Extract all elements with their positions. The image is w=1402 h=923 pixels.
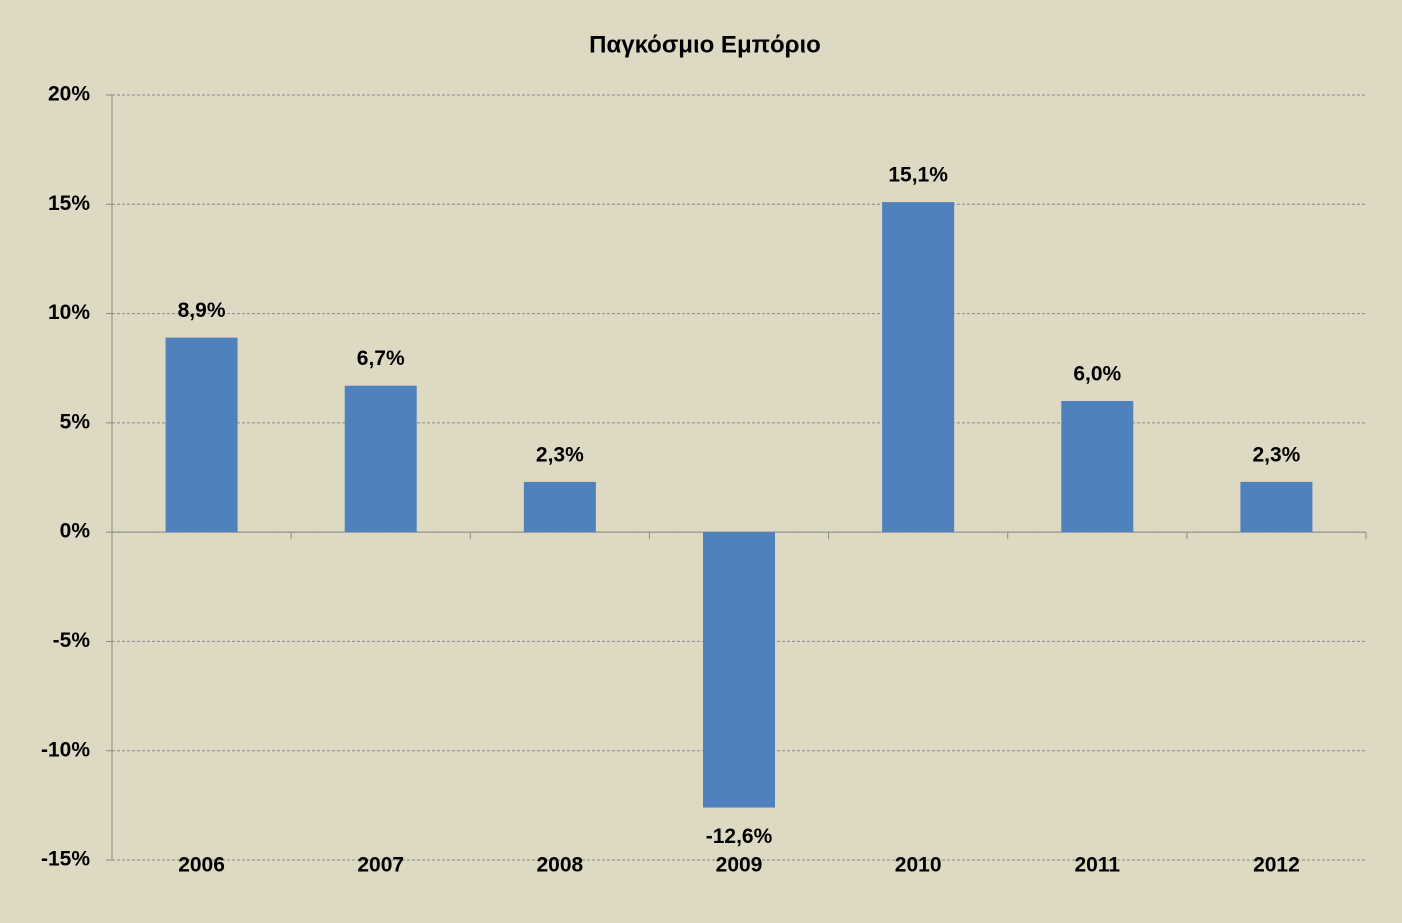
- y-tick-label: -5%: [53, 629, 91, 652]
- x-tick-label: 2009: [716, 854, 763, 877]
- bar: [1240, 481, 1313, 533]
- data-label: 6,7%: [357, 347, 405, 370]
- y-tick-label: 5%: [60, 410, 91, 433]
- bar: [1061, 401, 1134, 533]
- y-tick-label: -15%: [41, 848, 90, 871]
- data-label: 8,9%: [178, 299, 226, 322]
- x-tick-label: 2007: [357, 854, 404, 877]
- y-tick-label: 10%: [48, 301, 90, 324]
- data-label: 2,3%: [536, 443, 584, 466]
- x-tick-label: 2012: [1253, 854, 1300, 877]
- data-label: 15,1%: [888, 164, 948, 187]
- data-label: 2,3%: [1252, 443, 1300, 466]
- y-tick-label: -10%: [41, 738, 90, 761]
- x-tick-label: 2006: [178, 854, 225, 877]
- bar: [523, 481, 596, 533]
- bar: [703, 532, 775, 808]
- chart-title: Παγκόσμιο Εμπόριο: [589, 31, 821, 58]
- x-tick-label: 2008: [536, 854, 583, 877]
- data-label: 6,0%: [1073, 363, 1121, 386]
- y-tick-label: 15%: [48, 192, 90, 215]
- y-tick-label: 20%: [48, 83, 90, 106]
- x-tick-label: 2011: [1075, 854, 1121, 877]
- y-tick-label: 0%: [60, 520, 91, 543]
- bar: [882, 202, 955, 533]
- bar: [344, 385, 417, 533]
- data-label: -12,6%: [706, 825, 773, 848]
- x-tick-label: 2010: [895, 854, 942, 877]
- bar: [165, 337, 238, 533]
